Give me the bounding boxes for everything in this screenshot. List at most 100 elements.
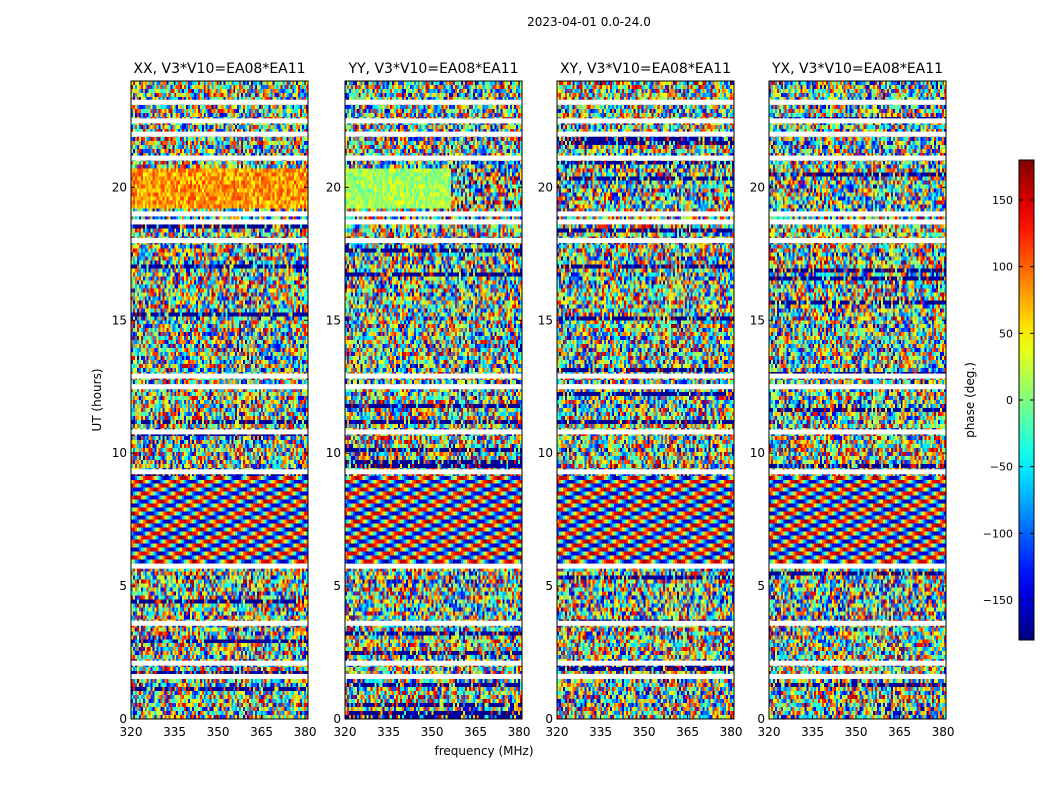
flagged-row bbox=[557, 118, 734, 124]
flagged-row bbox=[557, 384, 734, 390]
y-tick-label: 0 bbox=[333, 712, 341, 726]
flagged-row bbox=[557, 238, 734, 243]
flagged-row bbox=[769, 620, 946, 626]
panel-yy: YY, V3*V10=EA08*EA11 320 335 350 365 380 0 5 10 1… bbox=[326, 61, 531, 739]
flagged-row bbox=[345, 219, 522, 225]
panels: XX, V3*V10=EA08*EA11 320 335 350 365 380 0 5 10 1… bbox=[112, 61, 955, 739]
panel-yx: YX, V3*V10=EA08*EA11 320 335 350 365 380 0 5 10 1… bbox=[750, 61, 955, 739]
flagged-row bbox=[769, 238, 946, 243]
flagged-row bbox=[557, 131, 734, 137]
flagged-row bbox=[557, 563, 734, 569]
x-tick-label: 380 bbox=[294, 725, 317, 739]
flagged-row bbox=[345, 373, 522, 379]
flagged-row bbox=[557, 211, 734, 217]
flagged-row bbox=[345, 620, 522, 626]
x-tick-label: 335 bbox=[801, 725, 824, 739]
x-tick-label: 365 bbox=[464, 725, 487, 739]
panel-xy: XY, V3*V10=EA08*EA11 320 335 350 365 380 0 5 10 1… bbox=[538, 61, 743, 739]
y-tick-label: 20 bbox=[750, 180, 765, 194]
x-tick-label: 380 bbox=[932, 725, 955, 739]
flagged-row bbox=[131, 131, 308, 137]
colorbar-ticks: 150 100 50 0 −50 −100 −150 bbox=[983, 194, 1034, 607]
flagged-row bbox=[131, 219, 308, 225]
colorbar-tick-label: 0 bbox=[1006, 394, 1013, 407]
x-tick-label: 365 bbox=[676, 725, 699, 739]
figure-suptitle: 2023-04-01 0.0-24.0 bbox=[527, 15, 651, 29]
y-tick-label: 5 bbox=[119, 579, 127, 593]
flagged-row bbox=[131, 118, 308, 124]
x-tick-label: 365 bbox=[250, 725, 273, 739]
panel-xx: XX, V3*V10=EA08*EA11 320 335 350 365 380 0 5 10 1… bbox=[112, 61, 317, 739]
flagged-row bbox=[131, 211, 308, 217]
flagged-row bbox=[345, 660, 522, 666]
colorbar-label: phase (deg.) bbox=[963, 362, 977, 438]
y-tick-label: 10 bbox=[538, 446, 553, 460]
flagged-row bbox=[345, 469, 522, 475]
flagged-row bbox=[769, 118, 946, 124]
y-tick-label: 5 bbox=[757, 579, 765, 593]
x-tick-label: 320 bbox=[546, 725, 569, 739]
flagged-row bbox=[131, 660, 308, 666]
x-tick-label: 320 bbox=[758, 725, 781, 739]
x-tick-label: 350 bbox=[207, 725, 230, 739]
y-tick-label: 20 bbox=[538, 180, 553, 194]
y-axis-label: UT (hours) bbox=[90, 368, 104, 431]
flagged-row bbox=[769, 563, 946, 569]
flagged-row bbox=[769, 429, 946, 435]
panel-title: YY, V3*V10=EA08*EA11 bbox=[347, 61, 518, 77]
x-tick-label: 335 bbox=[163, 725, 186, 739]
flagged-row bbox=[131, 429, 308, 435]
panel-title: XY, V3*V10=EA08*EA11 bbox=[560, 61, 731, 77]
y-tick-label: 20 bbox=[326, 180, 341, 194]
y-tick-label: 0 bbox=[119, 712, 127, 726]
flagged-row bbox=[769, 211, 946, 217]
flagged-row bbox=[345, 211, 522, 217]
x-tick-label: 350 bbox=[845, 725, 868, 739]
flagged-row bbox=[557, 429, 734, 435]
flagged-row bbox=[557, 469, 734, 475]
flagged-row bbox=[557, 219, 734, 225]
colorbar-tick-label: −150 bbox=[983, 594, 1013, 607]
x-tick-label: 380 bbox=[720, 725, 743, 739]
flagged-row bbox=[769, 155, 946, 161]
flagged-row bbox=[345, 238, 522, 243]
flagged-row bbox=[557, 373, 734, 379]
panel-title: XX, V3*V10=EA08*EA11 bbox=[133, 61, 305, 77]
panel-frame bbox=[768, 80, 947, 720]
flagged-row bbox=[131, 384, 308, 390]
flagged-row bbox=[557, 99, 734, 105]
x-tick-label: 350 bbox=[633, 725, 656, 739]
phase-heatmap-xx bbox=[131, 81, 308, 719]
flagged-row bbox=[769, 469, 946, 475]
flagged-row bbox=[557, 673, 734, 679]
x-tick-label: 320 bbox=[120, 725, 143, 739]
y-tick-label: 0 bbox=[545, 712, 553, 726]
flagged-row bbox=[131, 238, 308, 243]
y-tick-label: 15 bbox=[750, 313, 765, 327]
flagged-row bbox=[345, 118, 522, 124]
flagged-row bbox=[769, 384, 946, 390]
phase-heatmap-xy bbox=[557, 81, 734, 719]
y-tick-label: 20 bbox=[112, 180, 127, 194]
flagged-row bbox=[131, 620, 308, 626]
flagged-row bbox=[345, 131, 522, 137]
flagged-row bbox=[557, 155, 734, 161]
y-tick-label: 5 bbox=[333, 579, 341, 593]
flagged-row bbox=[131, 469, 308, 475]
flagged-row bbox=[769, 673, 946, 679]
colorbar-tick-label: −50 bbox=[990, 461, 1013, 474]
flagged-row bbox=[769, 373, 946, 379]
flagged-row bbox=[131, 373, 308, 379]
x-tick-label: 335 bbox=[589, 725, 612, 739]
x-tick-label: 350 bbox=[421, 725, 444, 739]
panel-frame bbox=[556, 80, 735, 720]
y-tick-label: 10 bbox=[750, 446, 765, 460]
panel-title: YX, V3*V10=EA08*EA11 bbox=[771, 61, 943, 77]
y-tick-label: 15 bbox=[326, 313, 341, 327]
y-tick-label: 15 bbox=[538, 313, 553, 327]
x-tick-label: 365 bbox=[888, 725, 911, 739]
panel-frame bbox=[130, 80, 309, 720]
y-tick-label: 5 bbox=[545, 579, 553, 593]
flagged-row bbox=[769, 131, 946, 137]
